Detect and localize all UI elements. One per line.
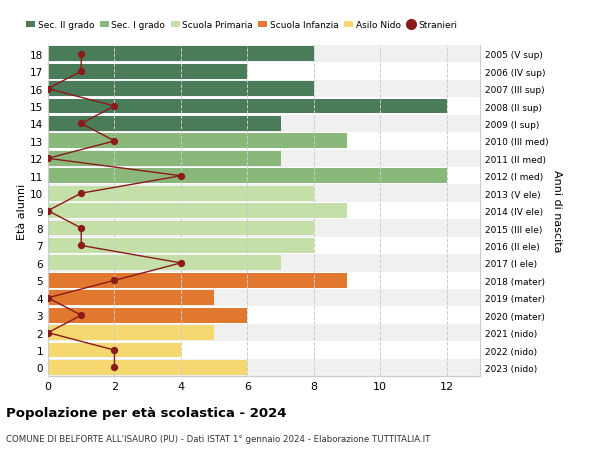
Bar bbox=[48, 325, 214, 340]
Bar bbox=[48, 133, 480, 150]
Bar bbox=[48, 65, 247, 79]
Bar bbox=[48, 100, 447, 114]
Point bbox=[43, 86, 53, 93]
Point bbox=[110, 347, 119, 354]
Text: COMUNE DI BELFORTE ALL'ISAURO (PU) - Dati ISTAT 1° gennaio 2024 - Elaborazione T: COMUNE DI BELFORTE ALL'ISAURO (PU) - Dat… bbox=[6, 434, 430, 443]
Bar bbox=[48, 360, 247, 375]
Text: Popolazione per età scolastica - 2024: Popolazione per età scolastica - 2024 bbox=[6, 406, 287, 419]
Bar bbox=[48, 221, 314, 236]
Bar bbox=[48, 47, 314, 62]
Bar bbox=[48, 359, 480, 376]
Point bbox=[110, 138, 119, 145]
Point bbox=[76, 51, 86, 58]
Point bbox=[176, 173, 186, 180]
Bar bbox=[48, 291, 214, 306]
Point bbox=[76, 190, 86, 197]
Bar bbox=[48, 324, 480, 341]
Bar bbox=[48, 186, 314, 201]
Bar bbox=[48, 134, 347, 149]
Bar bbox=[48, 341, 480, 359]
Bar bbox=[48, 202, 480, 220]
Point bbox=[110, 277, 119, 285]
Bar bbox=[48, 98, 480, 116]
Y-axis label: Età alunni: Età alunni bbox=[17, 183, 27, 239]
Bar bbox=[48, 343, 181, 358]
Point bbox=[43, 329, 53, 336]
Point bbox=[110, 364, 119, 371]
Bar bbox=[48, 185, 480, 202]
Bar bbox=[48, 63, 480, 81]
Point bbox=[43, 207, 53, 215]
Bar bbox=[48, 168, 480, 185]
Bar bbox=[48, 116, 480, 133]
Bar bbox=[48, 256, 281, 271]
Bar bbox=[48, 82, 314, 97]
Point bbox=[76, 242, 86, 250]
Point bbox=[43, 294, 53, 302]
Y-axis label: Anni di nascita: Anni di nascita bbox=[553, 170, 562, 252]
Bar bbox=[48, 117, 281, 132]
Point bbox=[76, 68, 86, 76]
Bar bbox=[48, 308, 247, 323]
Bar bbox=[48, 272, 480, 290]
Point bbox=[76, 312, 86, 319]
Bar bbox=[48, 255, 480, 272]
Point bbox=[76, 225, 86, 232]
Point bbox=[76, 121, 86, 128]
Point bbox=[43, 155, 53, 162]
Bar bbox=[48, 81, 480, 98]
Bar bbox=[48, 169, 447, 184]
Point bbox=[110, 103, 119, 111]
Bar bbox=[48, 220, 480, 237]
Legend: Sec. II grado, Sec. I grado, Scuola Primaria, Scuola Infanzia, Asilo Nido, Stran: Sec. II grado, Sec. I grado, Scuola Prim… bbox=[22, 17, 461, 34]
Bar bbox=[48, 307, 480, 324]
Bar bbox=[48, 46, 480, 63]
Point bbox=[176, 260, 186, 267]
Bar bbox=[48, 151, 281, 166]
Bar bbox=[48, 237, 480, 255]
Bar bbox=[48, 290, 480, 307]
Bar bbox=[48, 273, 347, 288]
Bar bbox=[48, 204, 347, 218]
Bar bbox=[48, 239, 314, 253]
Bar bbox=[48, 150, 480, 168]
